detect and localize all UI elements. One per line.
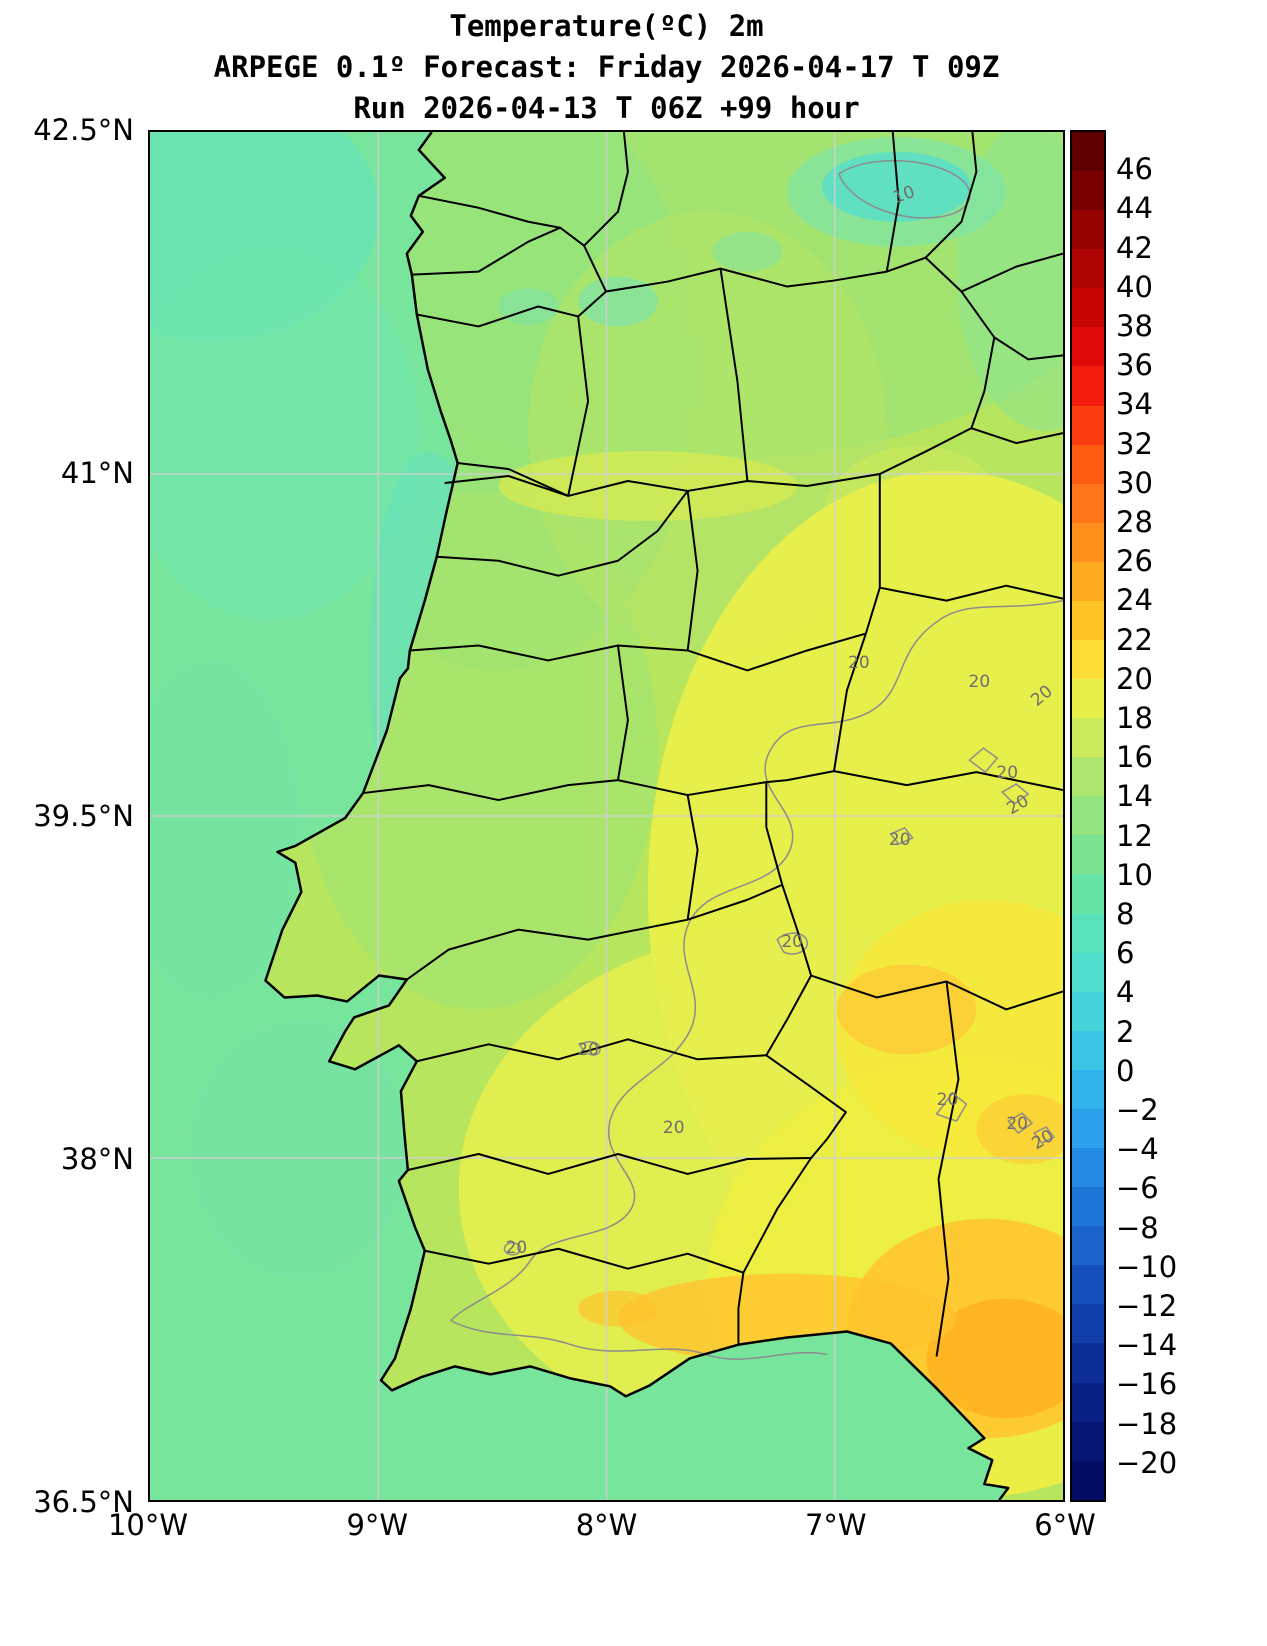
colorbar-segment xyxy=(1072,132,1104,172)
colorbar-tick-label: 24 xyxy=(1116,583,1153,618)
colorbar-tick-label: 18 xyxy=(1116,701,1153,735)
coastline xyxy=(264,132,1010,1500)
colorbar-tick-label: 12 xyxy=(1116,818,1153,853)
colorbar-tick-label: 44 xyxy=(1116,191,1153,226)
colorbar-segment xyxy=(1072,600,1104,641)
latitude-axis: 42.5°N 41°N 39.5°N 38°N 36.5°N xyxy=(0,113,140,1519)
colorbar-tick-label: 42 xyxy=(1116,230,1153,265)
longitude-tick-label: 8°W xyxy=(575,1508,638,1542)
colorbar-segment xyxy=(1072,561,1104,601)
colorbar-segment xyxy=(1072,640,1104,680)
colorbar-tick-label: 22 xyxy=(1116,622,1153,657)
title-block: Temperature(ºC) 2m ARPEGE 0.1º Forecast:… xyxy=(148,6,1065,129)
colorbar-segment xyxy=(1072,444,1104,484)
colorbar-tick-label: 30 xyxy=(1116,465,1153,500)
colorbar-tick-label: 20 xyxy=(1116,661,1153,696)
colorbar-tick-label: −12 xyxy=(1116,1289,1178,1323)
colorbar-tick-label: 16 xyxy=(1116,740,1153,775)
longitude-tick-label: 9°W xyxy=(346,1508,409,1542)
colorbar-segment xyxy=(1072,991,1104,1031)
chart-title: Temperature(ºC) 2m xyxy=(449,9,764,43)
colorbar-tick-label: 46 xyxy=(1116,152,1153,187)
temperature-map-svg xyxy=(150,132,1063,1500)
colorbar-segment xyxy=(1072,327,1104,367)
longitude-axis: 10°W 9°W 8°W 7°W 6°W xyxy=(108,1508,1096,1550)
colorbar-tick-label: 26 xyxy=(1116,544,1153,579)
colorbar-tick-labels: 46 44 42 40 38 36 34 32 30 28 26 24 22 20 18 16 14 12 10 8 6… xyxy=(1116,130,1246,1502)
colorbar-tick-label: −16 xyxy=(1116,1367,1178,1402)
colorbar-tick-label: −4 xyxy=(1116,1132,1159,1167)
colorbar-segment xyxy=(1072,1343,1104,1383)
longitude-tick-label: 6°W xyxy=(1034,1508,1096,1542)
colorbar-segment xyxy=(1072,249,1104,289)
latitude-tick-label: 36.5°N xyxy=(33,1485,134,1519)
colorbar-segment xyxy=(1072,874,1104,914)
colorbar-segment xyxy=(1072,1421,1104,1461)
colorbar xyxy=(1070,130,1106,1502)
district-borders xyxy=(362,132,1063,1357)
latitude-tick-label: 38°N xyxy=(60,1142,134,1176)
colorbar-tick-label: 32 xyxy=(1116,426,1153,461)
colorbar-segment xyxy=(1072,1226,1104,1266)
latitude-tick-label: 39.5°N xyxy=(33,799,134,833)
colorbar-segment xyxy=(1072,757,1104,797)
colorbar-tick-label: 8 xyxy=(1116,897,1135,931)
colorbar-tick-label: −18 xyxy=(1116,1406,1178,1441)
latitude-tick-label: 41°N xyxy=(60,456,134,490)
colorbar-segment xyxy=(1072,1265,1104,1305)
latitude-tick-label: 42.5°N xyxy=(33,113,134,147)
colorbar-segment xyxy=(1072,405,1104,445)
colorbar-tick-label: 36 xyxy=(1116,348,1153,383)
colorbar-tick-label: 6 xyxy=(1116,936,1135,971)
colorbar-tick-label: 4 xyxy=(1116,975,1135,1010)
colorbar-segment xyxy=(1072,1148,1104,1188)
colorbar-tick-label: 10 xyxy=(1116,857,1153,892)
colorbar-tick-label: 38 xyxy=(1116,309,1153,343)
colorbar-tick-label: −10 xyxy=(1116,1249,1178,1284)
colorbar-segment xyxy=(1072,1187,1104,1227)
colorbar-gradient xyxy=(1072,132,1104,1500)
colorbar-segment xyxy=(1072,1382,1104,1422)
chart-subtitle-forecast: ARPEGE 0.1º Forecast: Friday 2026-04-17 … xyxy=(213,50,1000,84)
colorbar-tick-label: −2 xyxy=(1116,1093,1159,1127)
colorbar-tick-label: −14 xyxy=(1116,1328,1178,1363)
colorbar-tick-label: −8 xyxy=(1116,1210,1159,1245)
colorbar-segment xyxy=(1072,1030,1104,1070)
longitude-tick-label: 7°W xyxy=(804,1508,867,1542)
colorbar-tick-label: 2 xyxy=(1116,1014,1135,1049)
longitude-tick-label: 10°W xyxy=(107,1508,189,1542)
colorbar-tick-label: −6 xyxy=(1116,1171,1159,1206)
colorbar-segment xyxy=(1072,288,1104,328)
colorbar-segment xyxy=(1072,952,1104,992)
colorbar-segment xyxy=(1072,366,1104,406)
colorbar-segment xyxy=(1072,1304,1104,1344)
colorbar-segment xyxy=(1072,171,1104,211)
colorbar-segment xyxy=(1072,913,1104,953)
colorbar-segment xyxy=(1072,1069,1104,1109)
chart-subtitle-run: Run 2026-04-13 T 06Z +99 hour xyxy=(353,91,860,125)
colorbar-segment xyxy=(1072,210,1104,250)
colorbar-segment xyxy=(1072,522,1104,562)
colorbar-segment xyxy=(1072,1460,1104,1500)
colorbar-segment xyxy=(1072,796,1104,836)
colorbar-tick-label: 34 xyxy=(1116,387,1153,422)
colorbar-segment xyxy=(1072,1108,1104,1149)
colorbar-segment xyxy=(1072,835,1104,875)
colorbar-tick-label: 14 xyxy=(1116,779,1153,814)
map-plot: 10 20 20 20 20 20 20 20 20 20 20 20 20 20 xyxy=(148,130,1065,1502)
colorbar-tick-label: 28 xyxy=(1116,505,1153,539)
colorbar-segment xyxy=(1072,483,1104,523)
colorbar-segment xyxy=(1072,718,1104,758)
colorbar-tick-label: 40 xyxy=(1116,269,1153,304)
colorbar-segment xyxy=(1072,679,1104,719)
colorbar-tick-label: −20 xyxy=(1116,1445,1178,1480)
colorbar-tick-label: 0 xyxy=(1116,1053,1135,1088)
